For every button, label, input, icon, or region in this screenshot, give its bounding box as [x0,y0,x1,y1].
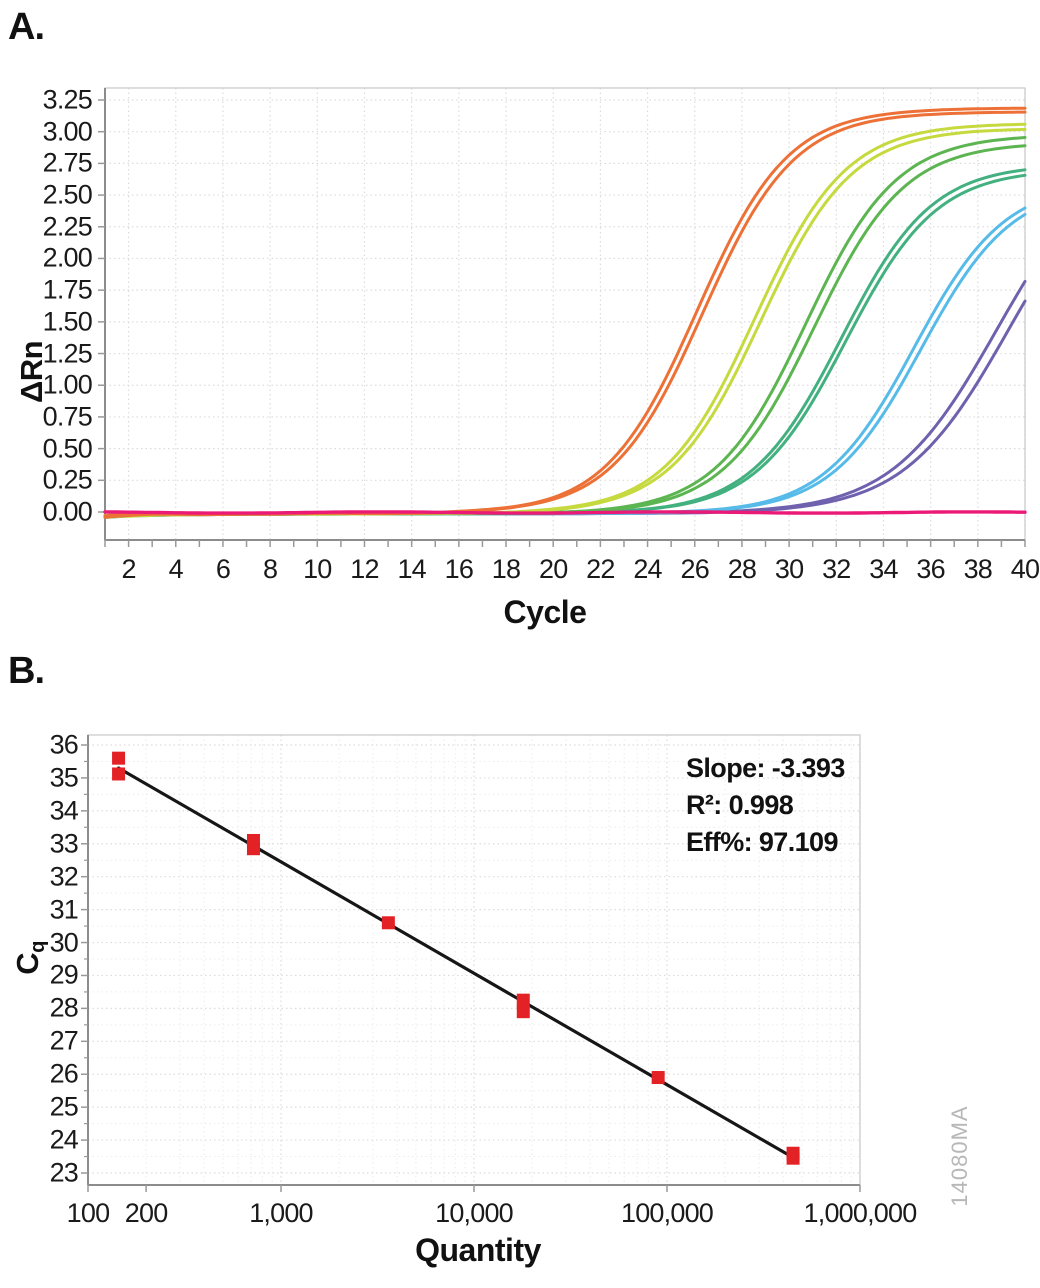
figure-watermark: 14080MA [947,1105,972,1207]
panel-a-label: A. [8,6,45,48]
b-y-tick-label: 32 [49,861,79,892]
a-x-tick-label: 22 [586,554,615,584]
a-x-tick-label: 6 [215,554,231,584]
a-x-tick-label: 34 [869,554,898,584]
standard-point [651,1071,665,1085]
b-y-tick-label: 33 [49,828,79,859]
regression-line [116,766,795,1160]
amplification-curve-std-3600-rep1 [103,168,1027,518]
b-x-tick-label: 1,000,000 [803,1198,918,1228]
amplification-curve-std-720-rep1 [103,206,1027,519]
a-x-tick-label: 10 [303,554,332,584]
amplification-curve-std-450000-rep1 [103,106,1027,518]
b-x-tick-label: 200 [124,1198,168,1228]
amplification-curve-std-18000-rep1 [103,136,1027,518]
efficiency-value: Eff%: 97.109 [686,827,838,857]
panel-b-label: B. [8,650,45,692]
b-x-tick-label: 10,000 [435,1198,514,1228]
a-x-tick-label: 20 [538,554,568,584]
a-y-tick-label: 1.75 [42,274,93,305]
a-y-tick-label: 1.25 [42,338,93,369]
a-y-tick-label: 0.75 [42,401,93,432]
a-x-tick-label: 4 [168,554,184,584]
a-y-tick-label: 0.25 [42,464,93,495]
standard-point [112,751,126,765]
a-x-tick-label: 30 [774,554,804,584]
b-y-tick-label: 31 [49,894,79,925]
b-y-tick-label: 34 [49,795,79,826]
a-x-tick-label: 18 [491,554,521,584]
b-x-tick-label: 100,000 [621,1198,714,1228]
a-x-axis-title: Cycle [503,594,587,630]
amplification-plot [98,87,1027,547]
b-x-tick-label: 1,000 [249,1198,313,1228]
a-x-tick-label: 14 [397,554,426,584]
b-x-axis-title: Quantity [415,1232,541,1268]
b-y-tick-label: 30 [49,927,79,958]
amplification-curve-std-450000-rep2 [103,110,1027,519]
a-x-tick-label: 32 [822,554,851,584]
standard-point [516,993,530,1007]
a-y-tick-label: 0.00 [42,496,93,527]
a-x-tick-label: 26 [680,554,710,584]
standard-point [112,767,126,781]
a-y-tick-label: 2.00 [42,242,93,273]
b-y-tick-label: 25 [49,1091,79,1122]
b-y-tick-label: 28 [49,992,79,1023]
a-y-tick-label: 1.00 [42,369,93,400]
standard-curve-stats: Slope: -3.393 R²: 0.998 Eff%: 97.109 [686,750,845,861]
a-y-tick-label: 3.00 [42,116,93,147]
a-x-tick-label: 8 [263,554,278,584]
a-x-tick-label: 38 [963,554,993,584]
a-x-tick-label: 2 [121,554,136,584]
a-y-tick-label: 2.25 [42,211,93,242]
b-y-tick-label: 36 [49,729,79,760]
a-y-tick-label: 0.50 [42,433,93,464]
r-squared-value: R²: 0.998 [686,790,794,820]
a-y-tick-label: 1.50 [42,306,93,337]
b-y-tick-label: 27 [49,1025,79,1056]
b-y-tick-label: 35 [49,762,79,793]
a-x-tick-label: 12 [350,554,379,584]
b-y-tick-label: 24 [49,1124,79,1155]
amplification-curve-ntc [103,510,1027,515]
standard-point [246,842,260,856]
b-y-tick-label: 26 [49,1058,79,1089]
standard-point [516,1005,530,1019]
standard-point [786,1151,800,1165]
a-y-tick-label: 2.50 [42,179,93,210]
standard-curve-plot [81,734,861,1192]
a-x-tick-label: 16 [444,554,474,584]
a-x-tick-label: 28 [727,554,757,584]
standard-point [381,916,395,930]
amplification-curve-std-90000-rep1 [103,122,1027,519]
slope-value: Slope: -3.393 [686,753,845,783]
a-x-tick-label: 24 [633,554,662,584]
b-y-tick-label: 23 [49,1157,79,1188]
b-y-tick-label: 29 [49,959,79,990]
a-y-tick-label: 3.25 [42,84,93,115]
a-x-tick-label: 36 [916,554,945,584]
a-y-tick-label: 2.75 [42,147,93,178]
amplification-curve-std-18000-rep2 [103,144,1027,519]
b-x-tick-label: 100 [66,1198,110,1228]
a-x-tick-label: 40 [1010,554,1040,584]
